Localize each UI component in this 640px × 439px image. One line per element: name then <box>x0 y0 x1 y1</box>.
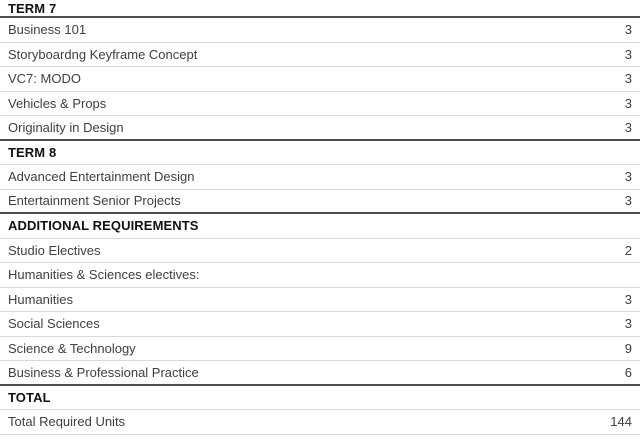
course-name: Vehicles & Props <box>8 95 107 111</box>
section-header-row: TOTAL <box>0 385 640 410</box>
course-row: Entertainment Senior Projects 3 <box>0 189 640 214</box>
course-row: Advanced Entertainment Design 3 <box>0 165 640 190</box>
units-value: 6 <box>624 364 632 380</box>
course-name: Studio Electives <box>8 242 101 258</box>
course-name: Total Required Units <box>8 414 126 430</box>
section-header-row: TERM 7 <box>0 0 640 18</box>
units-value: 9 <box>624 340 632 356</box>
course-name: Storyboardng Keyframe Concept <box>8 46 198 62</box>
units-value: 3 <box>624 119 632 135</box>
units-value: 3 <box>624 95 632 111</box>
course-row: Storyboardng Keyframe Concept 3 <box>0 42 640 67</box>
course-name: Advanced Entertainment Design <box>8 169 195 185</box>
course-name: VC7: MODO <box>8 71 81 87</box>
section-title: TOTAL <box>8 389 51 405</box>
course-row: Studio Electives 2 <box>0 238 640 263</box>
course-row: Science & Technology 9 <box>0 336 640 361</box>
course-row: Originality in Design 3 <box>0 116 640 141</box>
course-row: Business & Professional Practice 6 <box>0 361 640 386</box>
units-value: 3 <box>624 71 632 87</box>
units-value: 3 <box>624 193 632 209</box>
course-row: Humanities 3 <box>0 287 640 312</box>
course-name: Humanities & Sciences electives: <box>8 267 200 283</box>
course-name: Social Sciences <box>8 316 100 332</box>
course-name: Business & Professional Practice <box>8 364 199 380</box>
course-row: VC7: MODO 3 <box>0 67 640 92</box>
section-header-row: ADDITIONAL REQUIREMENTS <box>0 214 640 239</box>
units-value: 3 <box>624 46 632 62</box>
course-name: Business 101 <box>8 22 87 38</box>
section-header-row: TERM 8 <box>0 140 640 165</box>
course-name: Science & Technology <box>8 340 136 356</box>
section-title: ADDITIONAL REQUIREMENTS <box>8 218 199 234</box>
course-row: Humanities & Sciences electives: <box>0 263 640 288</box>
course-row: Business 101 3 <box>0 18 640 43</box>
section-title: TERM 8 <box>8 144 57 160</box>
section-title: TERM 7 <box>8 1 57 16</box>
units-value: 144 <box>610 414 632 430</box>
units-value: 3 <box>624 169 632 185</box>
units-value: 3 <box>624 291 632 307</box>
course-row: Social Sciences 3 <box>0 312 640 337</box>
units-value: 3 <box>624 316 632 332</box>
course-name: Originality in Design <box>8 119 124 135</box>
units-value: 3 <box>624 22 632 38</box>
course-row: Vehicles & Props 3 <box>0 91 640 116</box>
units-value: 2 <box>624 242 632 258</box>
course-name: Humanities <box>8 291 74 307</box>
course-name: Entertainment Senior Projects <box>8 193 181 209</box>
course-row: Total Required Units 144 <box>0 410 640 435</box>
